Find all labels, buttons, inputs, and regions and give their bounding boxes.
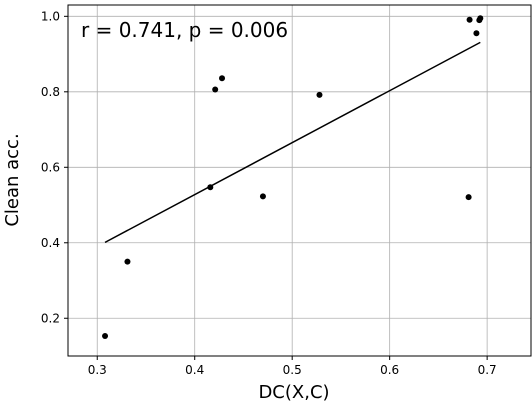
data-point (466, 16, 473, 23)
fit-line-group (104, 41, 481, 244)
data-point (465, 194, 472, 201)
data-points (102, 15, 484, 339)
data-point (219, 75, 226, 82)
x-tick-label: 0.6 (380, 363, 399, 377)
axis-ticks: 0.3 0.4 0.5 0.6 0.7 0.2 0.4 0.6 0.8 1.0 (41, 9, 497, 377)
y-tick-label: 0.8 (41, 85, 60, 99)
x-tick-label: 0.3 (88, 363, 107, 377)
data-point (473, 30, 480, 37)
plot-frame (67, 4, 532, 357)
x-tick-label: 0.5 (283, 363, 302, 377)
fit-line (104, 41, 481, 244)
x-tick-label: 0.7 (478, 363, 497, 377)
data-point (207, 184, 214, 191)
data-point (477, 15, 484, 22)
data-point (124, 258, 131, 265)
y-axis-label: Clean acc. (2, 133, 23, 226)
data-point (102, 332, 109, 339)
y-tick-label: 1.0 (41, 9, 60, 23)
x-axis-label: DC(X,C) (258, 382, 329, 402)
y-tick-label: 0.6 (41, 160, 60, 174)
correlation-annotation: r = 0.741, p = 0.006 (81, 18, 288, 42)
y-tick-label: 0.2 (41, 311, 60, 325)
y-tick-label: 0.4 (41, 236, 60, 250)
data-point (212, 86, 219, 93)
data-point (259, 193, 266, 200)
grid-lines (68, 5, 531, 356)
x-tick-label: 0.4 (185, 363, 204, 377)
data-point (316, 91, 323, 98)
